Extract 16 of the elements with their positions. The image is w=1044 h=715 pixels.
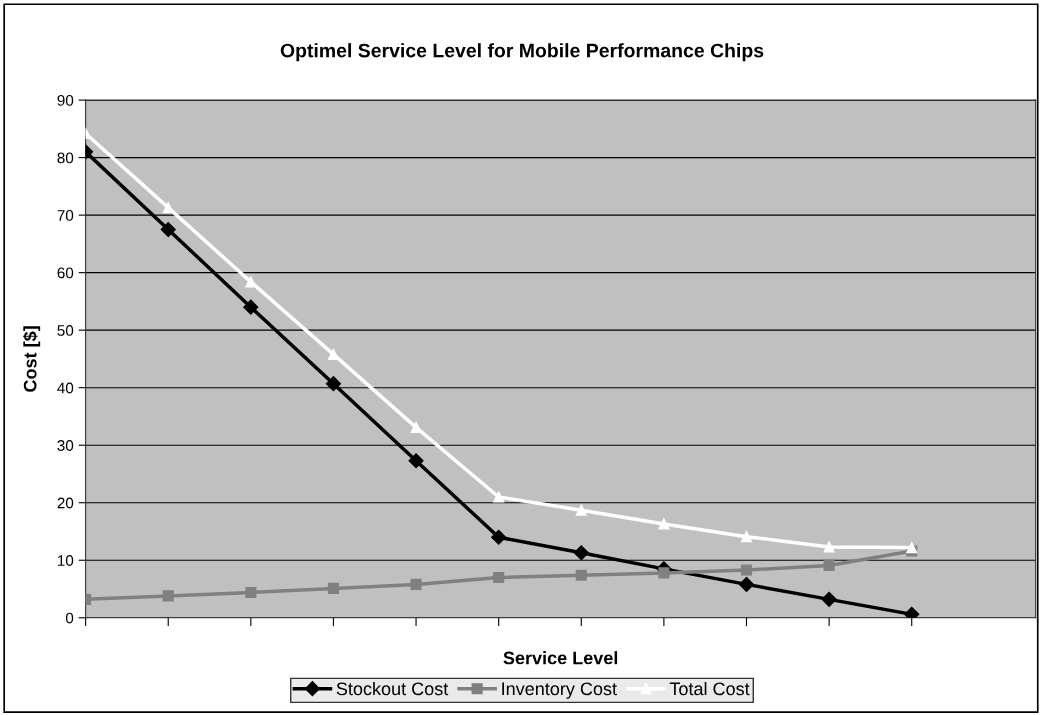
y-tick-label: 70 (57, 210, 74, 221)
legend-label: Stockout Cost (336, 681, 449, 696)
chart-title: Optimel Service Level for Mobile Performance Chips (280, 43, 764, 62)
y-tick-label: 60 (57, 267, 74, 279)
y-tick-label: 90 (57, 94, 74, 106)
y-tick-label: 80 (57, 152, 74, 164)
y-tick-label: 40 (57, 382, 74, 394)
y-tick-label: 10 (57, 555, 74, 566)
y-axis-title: Cost [$] (23, 326, 41, 392)
legend-label: Total Cost (669, 681, 750, 696)
y-tick-label: 0 (65, 612, 74, 624)
y-tick-label: 50 (57, 325, 74, 336)
y-tick-label: 30 (57, 440, 74, 451)
legend-label: Inventory Cost (502, 682, 617, 699)
y-tick-label: 20 (57, 497, 74, 509)
x-axis-title: Service Level (503, 651, 618, 665)
